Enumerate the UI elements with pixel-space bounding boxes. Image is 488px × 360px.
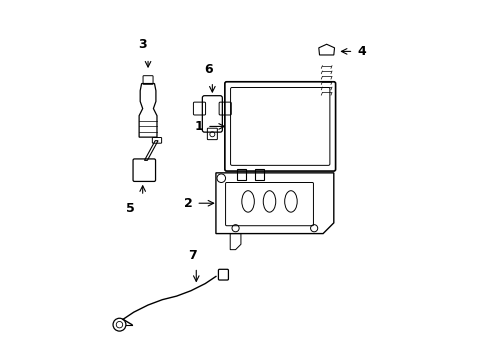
Text: 7: 7 bbox=[188, 249, 197, 262]
Text: 6: 6 bbox=[204, 63, 213, 76]
Text: 1: 1 bbox=[194, 120, 203, 133]
Text: 2: 2 bbox=[183, 197, 192, 210]
Text: 3: 3 bbox=[138, 39, 147, 51]
Text: 4: 4 bbox=[356, 45, 365, 58]
Text: 5: 5 bbox=[125, 202, 134, 215]
